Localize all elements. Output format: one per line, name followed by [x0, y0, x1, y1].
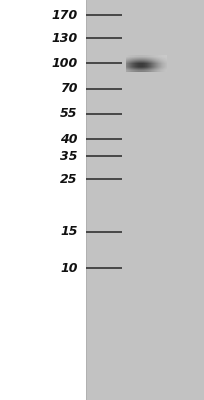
Text: 35: 35 [60, 150, 78, 162]
Text: 55: 55 [60, 108, 78, 120]
Text: 15: 15 [60, 226, 78, 238]
Text: 25: 25 [60, 173, 78, 186]
Text: 170: 170 [51, 9, 78, 22]
Text: 70: 70 [60, 82, 78, 95]
Text: 130: 130 [51, 32, 78, 44]
Text: 40: 40 [60, 133, 78, 146]
Bar [86, 0, 204, 400]
Text: 100: 100 [51, 57, 78, 70]
Text: 10: 10 [60, 262, 78, 274]
